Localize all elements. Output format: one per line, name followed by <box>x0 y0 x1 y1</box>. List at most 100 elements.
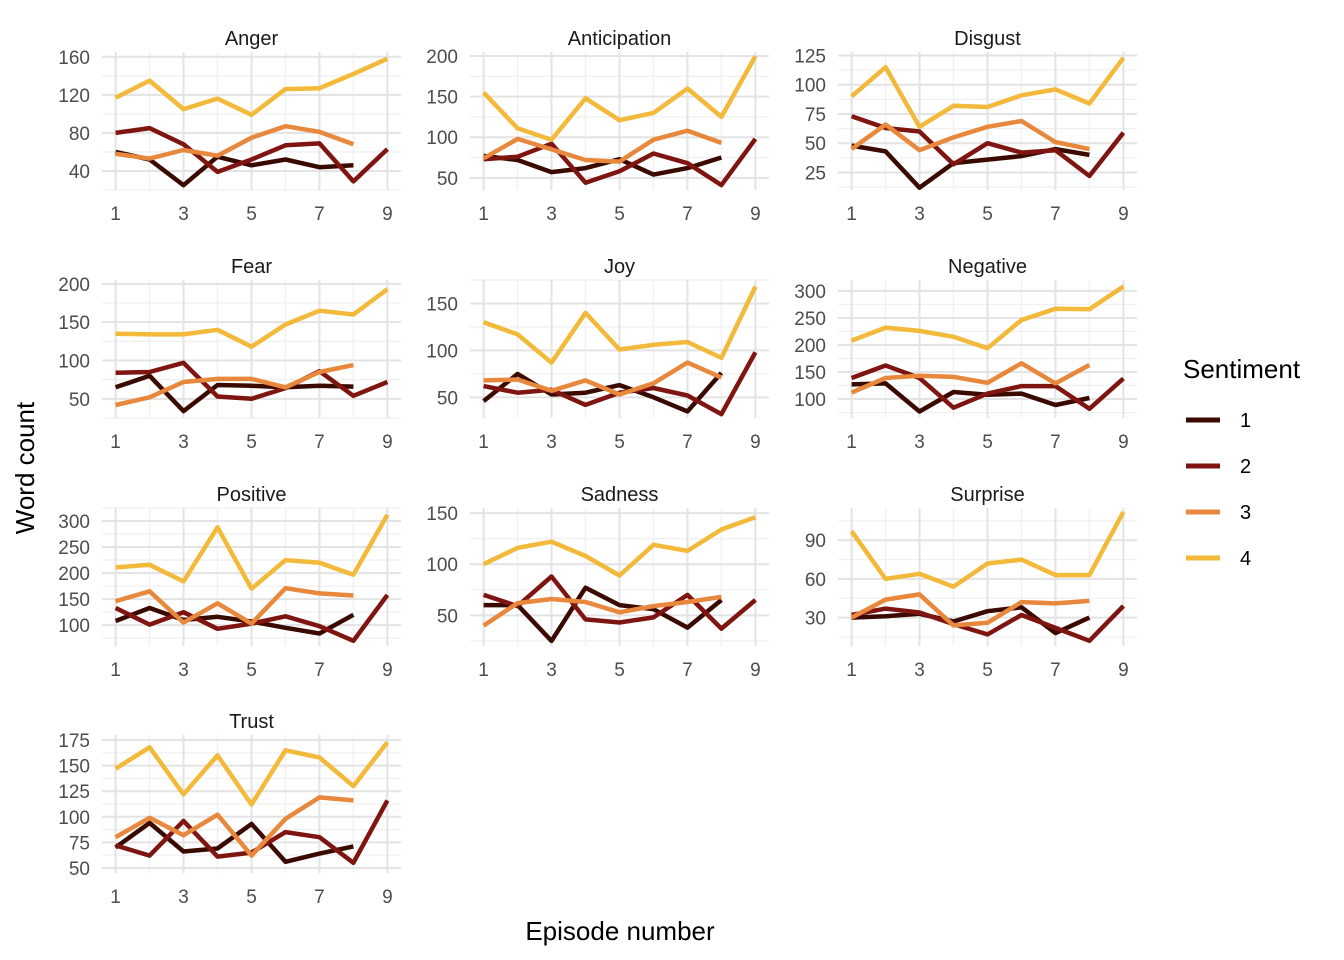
x-tick-label: 7 <box>1050 660 1061 681</box>
panel-title: Anger <box>225 28 279 50</box>
x-tick-label: 3 <box>546 432 557 453</box>
y-tick-label: 150 <box>426 88 458 109</box>
panel-title: Positive <box>216 484 286 506</box>
series-line-1 <box>115 149 354 188</box>
series-line-1 <box>851 381 1090 414</box>
x-tick-label: 1 <box>110 432 121 453</box>
panel-positive: 100 150 200 250 300 1 3 5 7 9 Positive <box>58 484 401 681</box>
panel-surprise: 30 60 90 1 3 5 7 9 Surprise <box>805 484 1137 681</box>
panel-title: Negative <box>948 256 1027 278</box>
series-line-2 <box>851 604 1126 644</box>
x-tick-label: 1 <box>846 660 857 681</box>
y-tick-label: 100 <box>58 616 90 637</box>
series-line-3 <box>850 592 1090 628</box>
x-tick-label: 9 <box>382 204 393 225</box>
x-tick-label: 5 <box>246 432 257 453</box>
x-tick-label: 9 <box>750 432 761 453</box>
series-line-4 <box>115 287 389 349</box>
series-line-2 <box>850 363 1125 412</box>
series-line-2 <box>483 137 758 188</box>
y-tick-label: 200 <box>794 336 826 357</box>
series-line-3 <box>482 594 722 628</box>
x-tick-label: 9 <box>1118 660 1129 681</box>
legend: Sentiment 1 2 3 4 <box>1183 354 1301 570</box>
x-tick-label: 1 <box>478 204 489 225</box>
series-line-1 <box>114 605 355 636</box>
panel-trust: 50 75 100 125 150 175 1 3 5 7 9 Trust <box>58 711 401 908</box>
x-tick-label: 3 <box>546 660 557 681</box>
x-tick-label: 3 <box>178 432 189 453</box>
series-line-3 <box>482 128 723 164</box>
x-tick-label: 5 <box>982 204 993 225</box>
y-tick-label: 25 <box>805 163 826 184</box>
y-tick-label: 300 <box>794 282 826 303</box>
panel-title: Trust <box>229 711 274 733</box>
series-line-1 <box>483 585 723 644</box>
y-tick-label: 90 <box>805 531 826 552</box>
y-tick-label: 120 <box>58 86 90 107</box>
x-tick-label: 3 <box>178 887 189 908</box>
y-tick-label: 125 <box>58 782 90 803</box>
x-tick-label: 3 <box>914 660 925 681</box>
legend-label-1: 1 <box>1240 410 1251 432</box>
y-tick-label: 100 <box>794 76 826 97</box>
series-line-4 <box>114 56 389 118</box>
panel-fear: 50 100 150 200 1 3 5 7 9 Fear <box>58 256 401 453</box>
x-tick-label: 9 <box>382 432 393 453</box>
x-tick-label: 3 <box>914 432 925 453</box>
x-tick-label: 9 <box>750 204 761 225</box>
series-line-2 <box>482 574 757 631</box>
series-line-4 <box>481 55 758 142</box>
series-line-1 <box>483 153 723 177</box>
y-tick-label: 150 <box>794 363 826 384</box>
y-tick-label: 200 <box>58 564 90 585</box>
y-tick-label: 100 <box>426 555 458 576</box>
x-tick-label: 7 <box>314 204 325 225</box>
x-tick-label: 5 <box>614 432 625 453</box>
x-tick-label: 5 <box>246 887 257 908</box>
panel-title: Joy <box>604 256 635 278</box>
x-tick-label: 1 <box>110 204 121 225</box>
x-tick-label: 7 <box>682 432 693 453</box>
y-tick-label: 200 <box>426 47 458 68</box>
y-tick-label: 250 <box>58 538 90 559</box>
y-tick-label: 100 <box>426 341 458 362</box>
series-line-2 <box>115 360 389 402</box>
series-line-4 <box>114 740 390 807</box>
series-line-4 <box>850 56 1126 130</box>
y-tick-label: 30 <box>805 609 826 630</box>
x-tick-label: 1 <box>846 432 857 453</box>
y-tick-label: 75 <box>69 833 90 854</box>
y-tick-label: 125 <box>794 47 826 68</box>
series-line-3 <box>114 585 354 626</box>
x-tick-label: 7 <box>314 432 325 453</box>
x-tick-label: 9 <box>750 660 761 681</box>
panel-joy: 50 100 150 1 3 5 7 9 Joy <box>426 256 769 453</box>
panel-disgust: 25 50 75 100 125 1 3 5 7 9 Disgust <box>794 28 1137 225</box>
panel-title: Surprise <box>950 484 1024 506</box>
y-tick-label: 60 <box>805 570 826 591</box>
y-tick-label: 150 <box>426 504 458 525</box>
series-line-4 <box>482 285 758 365</box>
x-tick-label: 5 <box>982 432 993 453</box>
x-tick-label: 9 <box>1118 204 1129 225</box>
series-line-3 <box>115 362 354 408</box>
y-tick-label: 250 <box>794 309 826 330</box>
x-tick-label: 1 <box>110 887 121 908</box>
series-line-4 <box>849 510 1126 589</box>
y-tick-label: 300 <box>58 512 90 533</box>
series-line-3 <box>114 795 354 858</box>
x-tick-label: 5 <box>614 660 625 681</box>
panel-sadness: 50 100 150 1 3 5 7 9 Sadness <box>426 484 769 681</box>
x-tick-label: 1 <box>110 660 121 681</box>
x-tick-label: 7 <box>1050 432 1061 453</box>
series-line-1 <box>851 605 1091 636</box>
panel-anticipation: 50 100 150 200 1 3 5 7 9 Anticipation <box>426 28 769 225</box>
x-tick-label: 3 <box>914 204 925 225</box>
legend-label-4: 4 <box>1240 548 1251 570</box>
legend-label-3: 3 <box>1240 502 1251 524</box>
series-line-4 <box>482 515 757 578</box>
series-line-3 <box>850 118 1090 153</box>
series-line-3 <box>115 123 355 161</box>
